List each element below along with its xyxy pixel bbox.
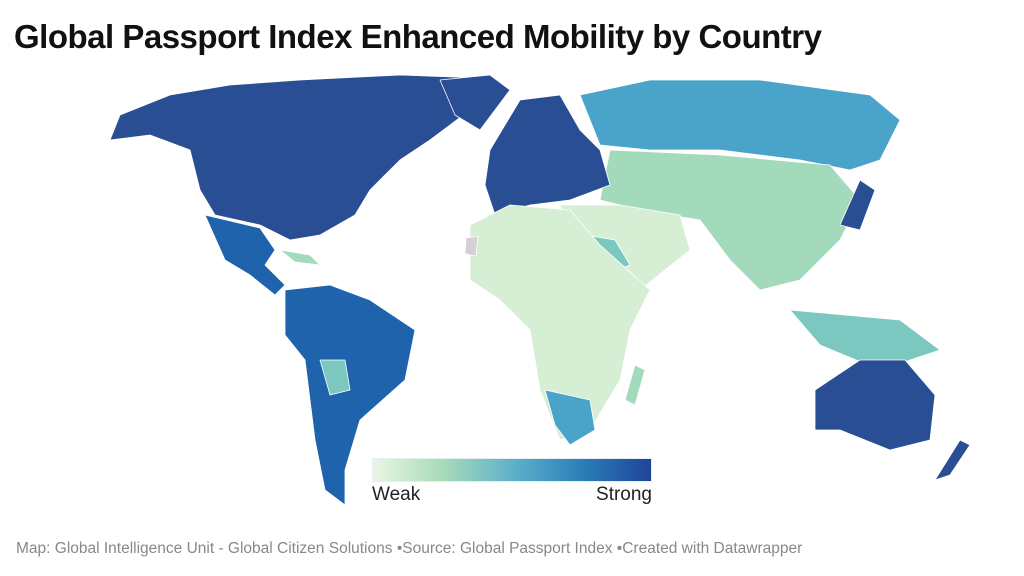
- region-japan[interactable]: [839, 179, 876, 231]
- region-europe[interactable]: [484, 94, 611, 216]
- region-australia[interactable]: [814, 359, 936, 451]
- region-central-america[interactable]: [204, 214, 286, 296]
- region-bolivia[interactable]: [319, 359, 351, 396]
- footer-credit: Map: Global Intelligence Unit - Global C…: [16, 540, 393, 557]
- region-southeast-asia[interactable]: [789, 309, 941, 371]
- legend-gradient-bar: [372, 458, 652, 482]
- region-new-zealand[interactable]: [934, 439, 971, 481]
- region-russia[interactable]: [579, 79, 901, 171]
- region-north-america[interactable]: [109, 74, 481, 241]
- footer: Map: Global Intelligence Unit - Global C…: [16, 540, 802, 558]
- region-caribbean[interactable]: [279, 249, 321, 266]
- region-greenland[interactable]: [439, 74, 511, 131]
- region-africa[interactable]: [469, 204, 651, 441]
- region-madagascar[interactable]: [624, 364, 646, 406]
- legend-min-label: Weak: [372, 484, 421, 505]
- color-legend: Weak Strong: [372, 458, 652, 506]
- region-south-america[interactable]: [284, 284, 416, 506]
- footer-tool-link[interactable]: Created with Datawrapper: [617, 540, 803, 557]
- footer-source: Source: Global Passport Index: [397, 540, 613, 557]
- legend-max-label: Strong: [596, 484, 652, 505]
- region-western-sahara[interactable]: [464, 235, 479, 257]
- page-title: Global Passport Index Enhanced Mobility …: [14, 18, 822, 55]
- region-southern-africa[interactable]: [544, 389, 596, 446]
